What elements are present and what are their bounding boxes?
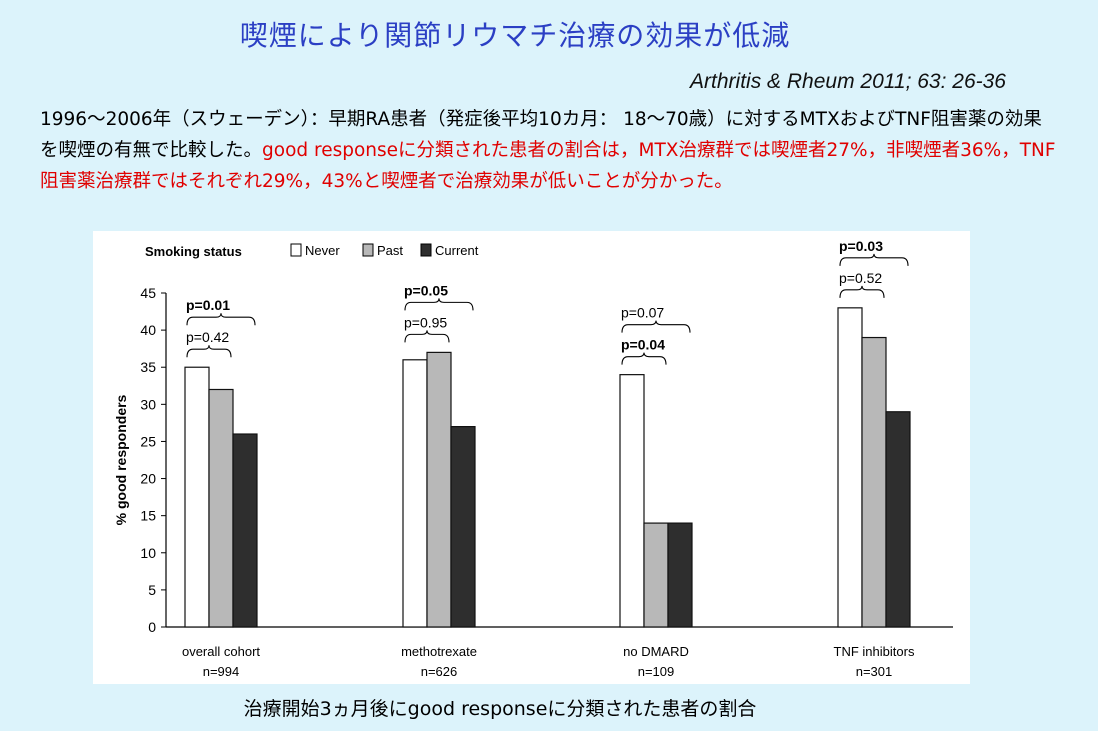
y-tick-label: 10 [140, 545, 156, 561]
category-n-label: n=109 [638, 664, 675, 679]
legend-label-never: Never [305, 243, 340, 258]
p-value-label: p=0.01 [186, 297, 230, 313]
p-value-bracket [404, 298, 474, 311]
bar-current-2 [667, 522, 693, 628]
p-value-bracket [621, 352, 667, 365]
p-value-label: p=0.04 [621, 337, 665, 353]
legend-label-past: Past [377, 243, 403, 258]
y-tick-label: 35 [140, 359, 156, 375]
p-value-bracket [839, 253, 909, 266]
summary-black-text: 1996〜2006年（スウェーデン）：早期RA患者（発症後平均10カ月： 18〜… [40, 109, 1042, 161]
citation: Arthritis & Rheum 2011; 63: 26-36 [690, 70, 1006, 93]
legend-swatch-current [420, 243, 432, 257]
bar-never-1 [402, 359, 428, 628]
bar-current-3 [885, 411, 911, 628]
p-value-label: p=0.03 [839, 238, 883, 254]
bar-never-3 [837, 307, 863, 628]
chart-panel: 0 5 10 15 20 25 30 35 40 45 % good responders Smoki… [93, 231, 970, 684]
bar-past-3 [861, 336, 887, 628]
bar-chart: 0 5 10 15 20 25 30 35 40 45 % good responders Smoki… [113, 238, 953, 679]
bar-never-0 [184, 366, 210, 628]
p-value-label: p=0.52 [839, 270, 882, 286]
p-value-bracket [404, 330, 450, 343]
y-tick-label: 5 [148, 582, 156, 598]
p-value-label: p=0.95 [404, 314, 447, 330]
bar-past-0 [208, 388, 234, 628]
legend-label-current: Current [435, 243, 479, 258]
summary-highlight-text: good responseに分類された患者の割合は，MTX治療群では喫煙者27%… [40, 140, 1056, 192]
y-tick-label: 45 [140, 285, 156, 301]
category-n-label: n=994 [203, 664, 240, 679]
y-tick-label: 20 [140, 471, 156, 487]
bar-current-1 [450, 426, 476, 628]
p-value-label: p=0.42 [186, 329, 229, 345]
y-tick-label: 40 [140, 322, 156, 338]
legend-title: Smoking status [145, 244, 242, 259]
slide-title: 喫煙により関節リウマチ治療の効果が低減 [239, 19, 791, 52]
p-value-bracket [621, 320, 691, 333]
p-value-label: p=0.07 [621, 305, 664, 321]
bar-past-1 [426, 351, 452, 628]
chart-caption: 治療開始3ヵ月後にgood responseに分類された患者の割合 [243, 698, 757, 720]
bar-current-0 [232, 433, 258, 628]
bar-past-2 [643, 522, 669, 628]
p-value-label: p=0.05 [404, 282, 448, 298]
y-tick-label: 15 [140, 508, 156, 524]
category-label: TNF inhibitors [834, 644, 915, 659]
p-value-bracket [839, 285, 885, 298]
category-n-label: n=301 [856, 664, 893, 679]
legend-swatch-never [290, 243, 302, 257]
category-n-label: n=626 [421, 664, 458, 679]
y-tick-label: 25 [140, 433, 156, 449]
category-label: overall cohort [182, 644, 260, 659]
y-axis-label: % good responders [113, 394, 129, 525]
p-value-bracket [186, 345, 232, 358]
y-tick-label: 0 [148, 619, 156, 635]
p-value-bracket [186, 313, 256, 326]
category-label: methotrexate [401, 644, 477, 659]
y-tick-label: 30 [140, 396, 156, 412]
category-label: no DMARD [623, 644, 689, 659]
bar-never-2 [619, 374, 645, 628]
legend-swatch-past [362, 243, 374, 257]
summary-text: 1996〜2006年（スウェーデン）：早期RA患者（発症後平均10カ月： 18〜… [40, 104, 1060, 197]
